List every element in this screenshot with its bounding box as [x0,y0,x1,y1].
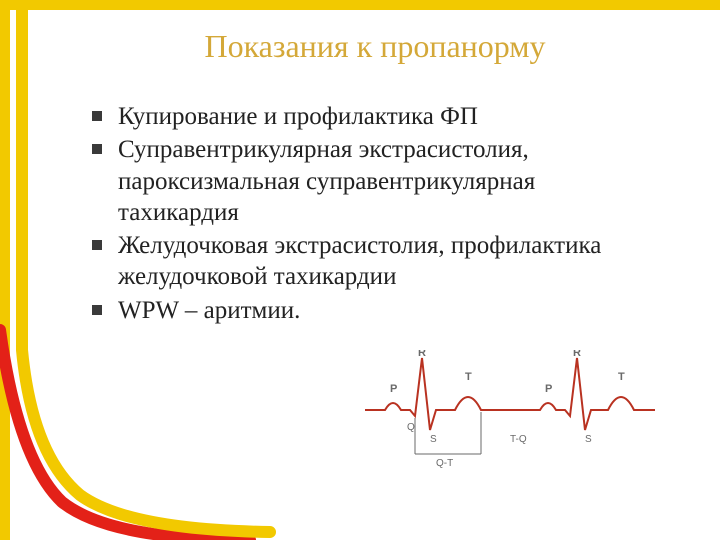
ecg-label-s2: S [585,434,592,445]
ecg-label-p: P [390,383,397,395]
ecg-label-q: Q [407,422,415,433]
ecg-label-r: R [418,350,426,359]
ecg-label-qt: Q-T [436,458,453,469]
slide-title: Показания к пропанорму [90,28,660,65]
ecg-label-s: S [430,434,437,445]
slide-content: Показания к пропанорму Купирование и про… [0,0,720,348]
bullet-item: WPW – аритмии. [90,295,660,326]
bullet-item: Суправентрикулярная экстрасистолия, паро… [90,134,660,228]
ecg-label-p2: P [545,383,552,395]
bullet-item: Желудочковая экстрасистолия, профилактик… [90,230,660,293]
ecg-waveform [365,358,655,430]
ecg-label-t: T [465,371,472,383]
bullet-item: Купирование и профилактика ФП [90,101,660,132]
ecg-diagram: P Q R S T P R S T Q-T T-Q [360,350,660,470]
ecg-label-t2: T [618,371,625,383]
ecg-label-tq: T-Q [510,434,527,445]
bullet-list: Купирование и профилактика ФП Суправентр… [90,101,660,326]
ecg-label-r2: R [573,350,581,359]
decor-red-curve [0,330,250,540]
